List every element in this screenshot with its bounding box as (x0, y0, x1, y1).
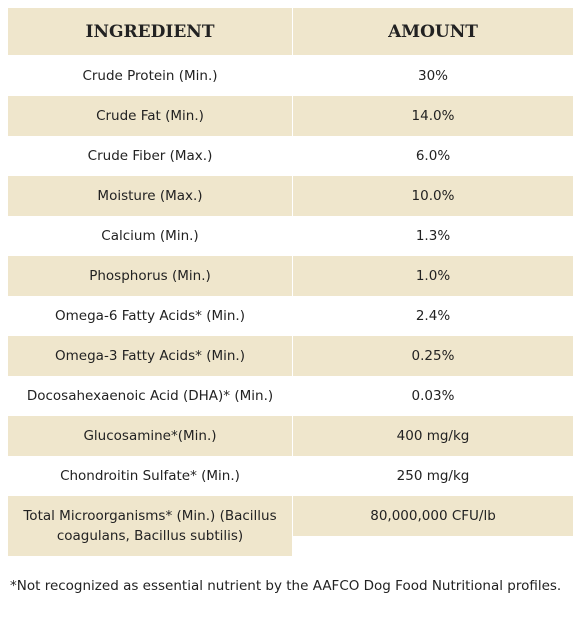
amount-cell: 0.25% (293, 336, 573, 376)
ingredient-cell: Phosphorus (Min.) (8, 256, 292, 296)
amount-cell: 2.4% (415, 308, 451, 324)
ingredient-cell: Glucosamine*(Min.) (8, 416, 292, 456)
amount-cell: 14.0% (293, 96, 573, 136)
ingredient-cell: Docosahexaenoic Acid (DHA)* (Min.) (26, 388, 274, 404)
ingredient-cell: Chondroitin Sulfate* (Min.) (60, 468, 240, 484)
ingredient-cell: Crude Fat (Min.) (8, 96, 292, 136)
amount-cell: 400 mg/kg (293, 416, 573, 456)
ingredient-cell: Calcium (Min.) (101, 228, 199, 244)
footnote: *Not recognized as essential nutrient by… (10, 578, 562, 594)
ingredient-cell: Crude Protein (Min.) (82, 68, 218, 84)
amount-cell: 10.0% (293, 176, 573, 216)
amount-cell: 6.0% (415, 148, 451, 164)
amount-cell: 0.03% (411, 388, 455, 404)
ingredient-cell: Omega-6 Fatty Acids* (Min.) (55, 308, 245, 324)
amount-cell: 80,000,000 CFU/lb (293, 496, 573, 536)
amount-cell: 1.0% (293, 256, 573, 296)
amount-cell: 1.3% (415, 228, 451, 244)
amount-cell: 250 mg/kg (396, 468, 470, 484)
ingredient-cell: Omega-3 Fatty Acids* (Min.) (8, 336, 292, 376)
header-cell: AMOUNT (293, 8, 573, 55)
ingredient-cell: Moisture (Max.) (8, 176, 292, 216)
ingredient-cell: Crude Fiber (Max.) (87, 148, 213, 164)
amount-cell: 30% (417, 68, 448, 84)
header-cell: INGREDIENT (8, 8, 292, 55)
ingredient-cell: Total Microorganisms* (Min.) (Bacillus c… (8, 496, 292, 556)
